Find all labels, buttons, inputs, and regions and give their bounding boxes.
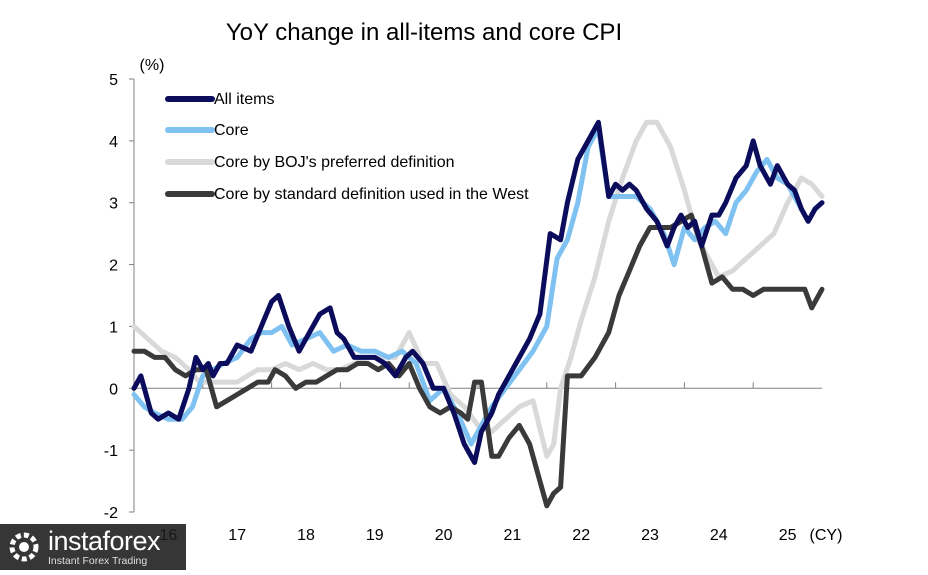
x-tick-label-8: 24 — [710, 527, 728, 544]
x-tick-label-7: 23 — [641, 527, 659, 544]
y-tick-label-3: 1 — [109, 319, 118, 336]
x-tick-label-2: 18 — [297, 527, 315, 544]
x-tick-label-9: 25 — [779, 527, 797, 544]
x-axis-unit-label: (CY) — [810, 527, 843, 544]
x-tick-label-4: 20 — [435, 527, 453, 544]
series-layer — [131, 119, 825, 509]
instaforex-watermark: instaforex Instant Forex Trading — [0, 524, 186, 570]
legend-label-2: Core by BOJ's preferred definition — [214, 154, 455, 171]
y-tick-label-1: -1 — [104, 443, 118, 460]
series-line-3 — [131, 212, 825, 509]
legend-label-1: Core — [214, 122, 249, 139]
y-tick-label-7: 5 — [109, 72, 118, 89]
series-line-2 — [131, 119, 825, 459]
y-tick-label-6: 4 — [109, 134, 118, 151]
y-tick-label-2: 0 — [109, 381, 118, 398]
x-tick-label-1: 17 — [228, 527, 246, 544]
legend: All items Core Core by BOJ's preferred def… — [165, 91, 529, 203]
y-tick-label-5: 3 — [109, 196, 118, 213]
axes-layer: -2-101234516171819202122232425 — [104, 72, 822, 544]
watermark-tagline: Instant Forex Trading — [48, 554, 148, 567]
legend-label-3: Core by standard definition used in the … — [214, 186, 529, 203]
instaforex-logo-icon — [9, 532, 39, 562]
y-tick-label-4: 2 — [109, 258, 118, 275]
series-line-0 — [131, 119, 825, 465]
x-tick-label-6: 22 — [572, 527, 590, 544]
y-tick-label-0: -2 — [104, 505, 118, 522]
chart-title: YoY change in all-items and core CPI — [226, 19, 622, 46]
x-tick-label-3: 19 — [366, 527, 384, 544]
legend-label-0: All items — [214, 91, 274, 108]
y-axis-unit-label: (%) — [140, 57, 165, 74]
x-tick-label-5: 21 — [504, 527, 522, 544]
watermark-brand: instaforex — [48, 525, 161, 556]
